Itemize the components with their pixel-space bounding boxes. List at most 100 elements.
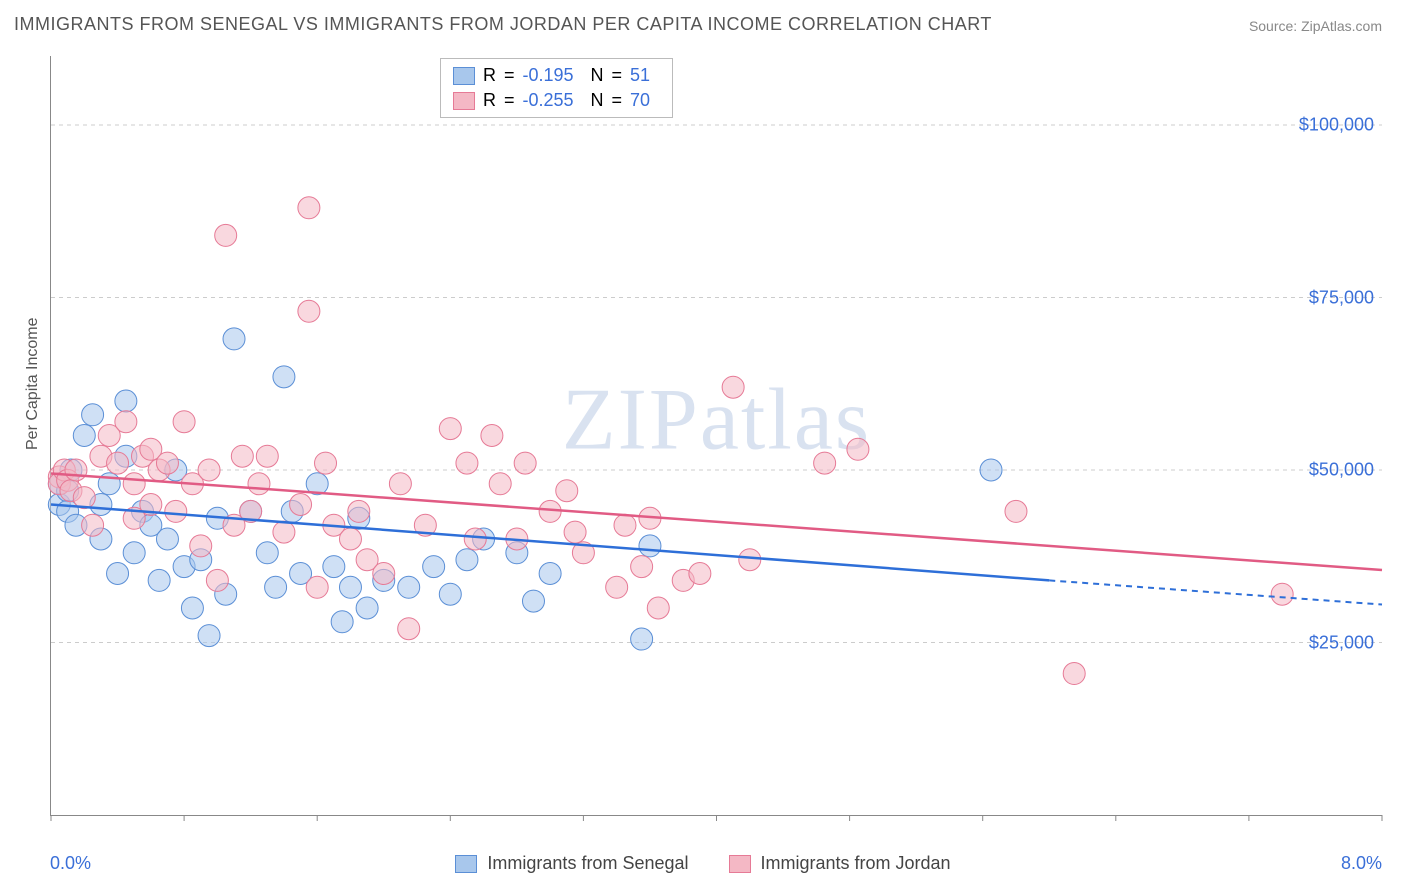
data-point-jordan: [339, 528, 361, 550]
data-point-senegal: [181, 597, 203, 619]
n-value-jordan: 70: [630, 90, 660, 111]
data-point-senegal: [331, 611, 353, 633]
correlation-legend: R = -0.195 N = 51 R = -0.255 N = 70: [440, 58, 673, 118]
data-point-jordan: [256, 445, 278, 467]
swatch-jordan-icon: [729, 855, 751, 873]
data-point-jordan: [481, 425, 503, 447]
data-point-senegal: [148, 569, 170, 591]
data-point-senegal: [123, 542, 145, 564]
data-point-jordan: [348, 500, 370, 522]
data-point-jordan: [1005, 500, 1027, 522]
n-value-senegal: 51: [630, 65, 660, 86]
data-point-jordan: [564, 521, 586, 543]
data-point-senegal: [456, 549, 478, 571]
data-point-senegal: [423, 556, 445, 578]
data-point-senegal: [107, 563, 129, 585]
data-point-jordan: [373, 563, 395, 585]
swatch-jordan: [453, 92, 475, 110]
data-point-jordan: [298, 300, 320, 322]
source-attribution: Source: ZipAtlas.com: [1249, 18, 1382, 34]
data-point-jordan: [290, 494, 312, 516]
legend-label-senegal: Immigrants from Senegal: [487, 853, 688, 874]
r-label: R: [483, 90, 496, 111]
data-point-senegal: [439, 583, 461, 605]
data-point-jordan: [489, 473, 511, 495]
data-point-jordan: [1271, 583, 1293, 605]
r-value-jordan: -0.255: [523, 90, 583, 111]
data-point-jordan: [514, 452, 536, 474]
data-point-jordan: [689, 563, 711, 585]
data-point-senegal: [356, 597, 378, 619]
correlation-chart: IMMIGRANTS FROM SENEGAL VS IMMIGRANTS FR…: [0, 0, 1406, 892]
data-point-senegal: [198, 625, 220, 647]
data-point-senegal: [522, 590, 544, 612]
data-point-jordan: [847, 438, 869, 460]
data-point-senegal: [82, 404, 104, 426]
plot-area: ZIPatlas: [50, 56, 1382, 816]
x-axis-end: 8.0%: [1341, 853, 1382, 874]
eq: =: [504, 65, 515, 86]
y-tick-label: $25,000: [1309, 632, 1374, 653]
data-point-jordan: [439, 418, 461, 440]
data-point-senegal: [223, 328, 245, 350]
data-point-jordan: [315, 452, 337, 474]
n-label: N: [591, 65, 604, 86]
y-tick-label: $75,000: [1309, 287, 1374, 308]
data-point-jordan: [248, 473, 270, 495]
data-point-jordan: [115, 411, 137, 433]
data-point-jordan: [123, 473, 145, 495]
plot-svg: [51, 56, 1382, 815]
data-point-jordan: [206, 569, 228, 591]
y-tick-label: $100,000: [1299, 115, 1374, 136]
data-point-senegal: [339, 576, 361, 598]
y-tick-label: $50,000: [1309, 460, 1374, 481]
legend-item-senegal: Immigrants from Senegal: [455, 853, 688, 874]
data-point-senegal: [73, 425, 95, 447]
legend-item-jordan: Immigrants from Jordan: [729, 853, 951, 874]
data-point-jordan: [722, 376, 744, 398]
data-point-jordan: [606, 576, 628, 598]
data-point-jordan: [190, 535, 212, 557]
data-point-jordan: [1063, 663, 1085, 685]
trendline-extrapolated-senegal: [1049, 580, 1382, 604]
chart-title: IMMIGRANTS FROM SENEGAL VS IMMIGRANTS FR…: [14, 14, 992, 35]
data-point-jordan: [647, 597, 669, 619]
data-point-senegal: [631, 628, 653, 650]
r-label: R: [483, 65, 496, 86]
data-point-jordan: [173, 411, 195, 433]
data-point-senegal: [265, 576, 287, 598]
eq: =: [612, 65, 623, 86]
data-point-senegal: [639, 535, 661, 557]
data-point-senegal: [980, 459, 1002, 481]
data-point-jordan: [107, 452, 129, 474]
data-point-jordan: [739, 549, 761, 571]
legend-row-senegal: R = -0.195 N = 51: [453, 63, 660, 88]
data-point-senegal: [256, 542, 278, 564]
data-point-jordan: [614, 514, 636, 536]
data-point-jordan: [215, 224, 237, 246]
data-point-senegal: [156, 528, 178, 550]
data-point-jordan: [198, 459, 220, 481]
eq: =: [612, 90, 623, 111]
y-axis-label: Per Capita Income: [24, 317, 42, 450]
data-point-jordan: [631, 556, 653, 578]
data-point-jordan: [306, 576, 328, 598]
data-point-senegal: [398, 576, 420, 598]
data-point-jordan: [398, 618, 420, 640]
data-point-jordan: [82, 514, 104, 536]
legend-row-jordan: R = -0.255 N = 70: [453, 88, 660, 113]
data-point-jordan: [456, 452, 478, 474]
data-point-senegal: [323, 556, 345, 578]
swatch-senegal-icon: [455, 855, 477, 873]
legend-label-jordan: Immigrants from Jordan: [761, 853, 951, 874]
swatch-senegal: [453, 67, 475, 85]
data-point-jordan: [165, 500, 187, 522]
data-point-jordan: [65, 459, 87, 481]
data-point-jordan: [464, 528, 486, 550]
data-point-jordan: [231, 445, 253, 467]
r-value-senegal: -0.195: [523, 65, 583, 86]
eq: =: [504, 90, 515, 111]
data-point-jordan: [156, 452, 178, 474]
series-legend: Immigrants from Senegal Immigrants from …: [0, 853, 1406, 874]
data-point-senegal: [273, 366, 295, 388]
